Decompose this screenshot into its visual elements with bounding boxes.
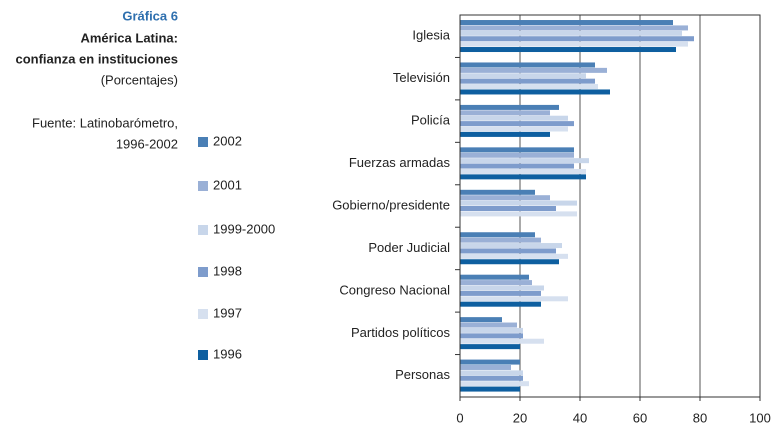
y-tick-label: Gobierno/presidente bbox=[332, 197, 450, 212]
bar bbox=[460, 110, 550, 116]
legend-label: 2001 bbox=[213, 177, 242, 192]
bar bbox=[460, 168, 586, 174]
bar bbox=[460, 290, 541, 296]
bar bbox=[460, 158, 589, 164]
y-tick-label: Poder Judicial bbox=[368, 240, 450, 255]
y-tick-label: Personas bbox=[395, 367, 450, 382]
bar bbox=[460, 84, 598, 90]
bar bbox=[460, 126, 568, 132]
bar bbox=[460, 274, 529, 280]
y-tick-label: Televisión bbox=[393, 70, 450, 85]
bar bbox=[460, 364, 511, 370]
legend-swatch bbox=[198, 267, 208, 277]
bar bbox=[460, 285, 544, 291]
bar bbox=[460, 280, 532, 286]
source: Fuente: Latinobarómetro, bbox=[32, 115, 178, 130]
bar bbox=[460, 121, 574, 127]
bar bbox=[460, 322, 517, 328]
bar bbox=[460, 206, 556, 211]
bar bbox=[460, 104, 559, 110]
x-tick-label: 60 bbox=[633, 410, 647, 425]
chart-title: América Latina: bbox=[80, 30, 178, 45]
legend-swatch bbox=[198, 225, 208, 235]
bar bbox=[460, 317, 502, 323]
legend-label: 1999-2000 bbox=[213, 221, 275, 236]
source: 1996-2002 bbox=[116, 136, 178, 151]
bar bbox=[460, 253, 568, 259]
legend-swatch bbox=[198, 309, 208, 319]
bar bbox=[460, 327, 523, 333]
bar bbox=[460, 163, 574, 169]
y-tick-label: Policía bbox=[411, 113, 451, 128]
legend-label: 1996 bbox=[213, 346, 242, 361]
bar bbox=[460, 375, 523, 381]
bar bbox=[460, 189, 535, 195]
bar bbox=[460, 20, 673, 26]
y-tick-label: Congreso Nacional bbox=[339, 282, 450, 297]
bar bbox=[460, 296, 568, 302]
x-tick-label: 20 bbox=[513, 410, 527, 425]
bar bbox=[460, 211, 577, 217]
bar bbox=[460, 338, 544, 344]
bar bbox=[460, 259, 559, 265]
bar bbox=[460, 195, 550, 201]
x-tick-label: 40 bbox=[573, 410, 587, 425]
plot-frame bbox=[459, 14, 761, 398]
bar bbox=[460, 200, 577, 206]
bar bbox=[460, 78, 595, 84]
bar bbox=[460, 386, 520, 392]
y-tick-label: Iglesia bbox=[412, 28, 450, 43]
chart-title: confianza en instituciones bbox=[15, 51, 178, 66]
bar bbox=[460, 301, 541, 307]
bar bbox=[460, 381, 529, 387]
bar bbox=[460, 115, 568, 121]
bar bbox=[460, 73, 586, 79]
y-tick-label: Fuerzas armadas bbox=[349, 155, 451, 170]
x-tick-label: 80 bbox=[693, 410, 707, 425]
chart-subtitle: (Porcentajes) bbox=[101, 72, 178, 87]
bar bbox=[460, 174, 586, 180]
bar bbox=[460, 232, 535, 238]
bar bbox=[460, 248, 556, 254]
bar bbox=[460, 41, 688, 47]
bar bbox=[460, 359, 520, 365]
bar bbox=[460, 67, 607, 73]
bar bbox=[460, 131, 550, 137]
legend-swatch bbox=[198, 181, 208, 191]
bar bbox=[460, 237, 541, 243]
bar bbox=[460, 89, 610, 95]
legend-swatch bbox=[198, 350, 208, 360]
legend-label: 2002 bbox=[213, 133, 242, 148]
y-tick-label: Partidos políticos bbox=[351, 325, 450, 340]
chart-label: Gráfica 6 bbox=[122, 8, 178, 23]
bar bbox=[460, 243, 562, 249]
bar bbox=[460, 62, 595, 68]
bar bbox=[460, 344, 520, 350]
bar bbox=[460, 147, 574, 153]
bar bbox=[460, 25, 688, 31]
x-tick-label: 100 bbox=[749, 410, 771, 425]
bar bbox=[460, 47, 676, 53]
bar bbox=[460, 36, 694, 42]
bar bbox=[460, 370, 523, 376]
bar bbox=[460, 333, 523, 339]
bar bbox=[460, 30, 682, 36]
legend-swatch bbox=[198, 137, 208, 147]
bar bbox=[460, 152, 574, 158]
legend-label: 1997 bbox=[213, 305, 242, 320]
x-tick-label: 0 bbox=[456, 410, 463, 425]
legend-label: 1998 bbox=[213, 263, 242, 278]
